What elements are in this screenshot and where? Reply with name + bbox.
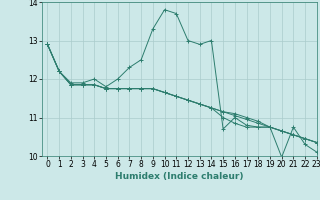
X-axis label: Humidex (Indice chaleur): Humidex (Indice chaleur) <box>115 172 244 181</box>
